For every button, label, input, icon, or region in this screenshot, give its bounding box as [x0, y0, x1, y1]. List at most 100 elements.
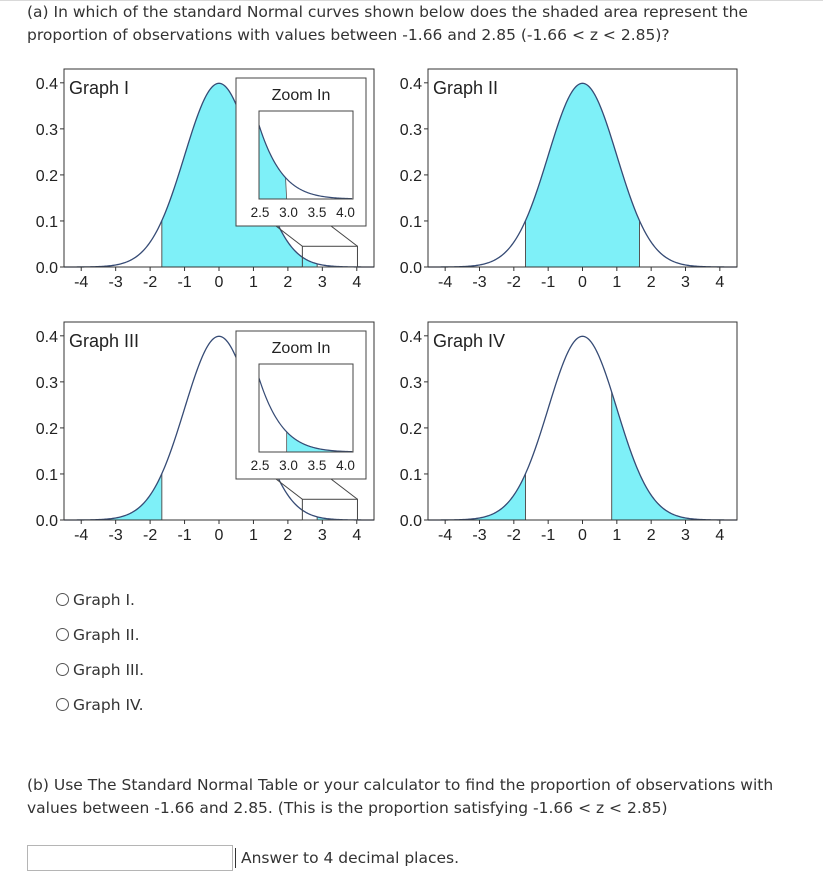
x-tick-label: 2: [647, 274, 656, 291]
zoom-tick-label: 3.5: [308, 205, 327, 220]
graph-panel: 0.0 0.1 0.2 0.3 0.4 -4 -3 -2 -1 0 1 2 3 4 Graph III Zoo…: [36, 321, 375, 544]
x-tick-label: -4: [438, 274, 452, 291]
x-tick-label: 2: [283, 274, 292, 291]
zoom-curve: [258, 377, 352, 453]
plot-frame: [427, 321, 738, 521]
y-tick-label: 0.2: [400, 168, 422, 185]
y-tick-label: 0.3: [400, 375, 422, 392]
graph-title: Graph IV: [433, 331, 505, 351]
y-tick-label: 0.3: [400, 122, 422, 139]
x-tick-label: -1: [541, 527, 555, 544]
y-tick-label: 0.2: [36, 421, 58, 438]
x-tick-label: 2: [647, 527, 656, 544]
question-a: (a) In which of the standard Normal curv…: [27, 3, 748, 44]
graph-panel: 0.0 0.1 0.2 0.3 0.4 -4 -3 -2 -1 0 1 2 3 4 Graph II: [400, 68, 738, 291]
x-tick-label: 3: [681, 527, 690, 544]
option-label: Graph I.: [73, 590, 135, 609]
x-tick-label: 0: [578, 527, 587, 544]
x-tick-label: -2: [143, 527, 157, 544]
top-divider: [0, 0, 823, 1]
x-tick-label: -1: [177, 527, 191, 544]
graph-title: Graph I: [69, 78, 129, 98]
zoom-tick-label: 3.0: [279, 458, 298, 473]
y-tick-label: 0.4: [400, 329, 422, 346]
x-tick-label: -2: [507, 274, 521, 291]
option-label: Graph II.: [73, 625, 140, 644]
normal-curve: [63, 335, 375, 521]
x-tick-label: -1: [541, 274, 555, 291]
y-tick-label: 0.0: [36, 513, 58, 530]
x-tick-label: 2: [283, 527, 292, 544]
radio-button[interactable]: [56, 698, 69, 711]
zoom-tick-label: 2.5: [251, 205, 270, 220]
y-tick-label: 0.1: [400, 214, 422, 231]
zoom-tick-label: 4.0: [336, 205, 355, 220]
normal-curve: [63, 82, 375, 268]
shaded-area: [445, 473, 526, 520]
option-graph-2[interactable]: Graph II.: [56, 617, 144, 652]
zoom-connector: [275, 478, 303, 500]
zoom-plot-frame: [258, 110, 354, 200]
y-tick-label: 0.0: [36, 260, 58, 277]
zoom-tick-label: 2.5: [251, 458, 270, 473]
option-graph-4[interactable]: Graph IV.: [56, 687, 144, 722]
option-label: Graph IV.: [73, 695, 144, 714]
option-label: Graph III.: [73, 660, 145, 679]
x-tick-label: 1: [249, 527, 258, 544]
graph-title: Graph II: [433, 78, 498, 98]
zoom-connector: [330, 478, 358, 500]
zoom-plot-frame: [258, 363, 354, 453]
zoom-tick-label: 3.0: [279, 205, 298, 220]
y-tick-label: 0.0: [400, 513, 422, 530]
zoom-label: Zoom In: [272, 87, 331, 104]
x-tick-label: 3: [681, 274, 690, 291]
x-tick-label: 3: [318, 527, 327, 544]
y-tick-label: 0.4: [36, 76, 58, 93]
graph-panel: 0.0 0.1 0.2 0.3 0.4 -4 -3 -2 -1 0 1 2 3 4 Graph IV: [400, 321, 738, 544]
answer-input[interactable]: [27, 845, 233, 871]
graph-title: Graph III: [69, 331, 139, 351]
x-tick-label: -4: [74, 274, 88, 291]
y-tick-label: 0.0: [400, 260, 422, 277]
zoom-connector: [275, 225, 303, 247]
y-tick-label: 0.4: [36, 329, 58, 346]
radio-button[interactable]: [56, 628, 69, 641]
y-tick-label: 0.1: [400, 467, 422, 484]
x-tick-label: -3: [472, 274, 486, 291]
x-tick-label: 4: [715, 527, 724, 544]
radio-button[interactable]: [56, 593, 69, 606]
zoom-source-box: [301, 245, 358, 268]
zoom-inset-box: [235, 330, 367, 480]
x-tick-label: 1: [612, 527, 621, 544]
x-tick-label: 4: [715, 274, 724, 291]
x-tick-label: 3: [318, 274, 327, 291]
x-tick-label: -4: [74, 527, 88, 544]
x-tick-label: -3: [472, 527, 486, 544]
zoom-source-box: [301, 498, 358, 521]
shaded-area: [525, 83, 640, 267]
y-tick-label: 0.2: [36, 168, 58, 185]
y-tick-label: 0.1: [36, 467, 58, 484]
shaded-area: [611, 391, 720, 520]
x-tick-label: 4: [352, 274, 361, 291]
normal-curve: [427, 82, 738, 268]
y-tick-label: 0.1: [36, 214, 58, 231]
y-tick-label: 0.4: [400, 76, 422, 93]
x-tick-label: 0: [578, 274, 587, 291]
graph-panel: 0.0 0.1 0.2 0.3 0.4 -4 -3 -2 -1 0 1 2 3 4 Graph I Zoom …: [36, 68, 375, 291]
zoom-tick-label: 3.5: [308, 458, 327, 473]
radio-button[interactable]: [56, 663, 69, 676]
y-tick-label: 0.3: [36, 122, 58, 139]
zoom-curve: [258, 124, 352, 200]
x-tick-label: -3: [109, 274, 123, 291]
x-tick-label: 1: [249, 274, 258, 291]
x-tick-label: -4: [438, 527, 452, 544]
option-graph-3[interactable]: Graph III.: [56, 652, 144, 687]
x-tick-label: 0: [215, 274, 224, 291]
question-b: (b) Use The Standard Normal Table or you…: [27, 776, 774, 817]
zoom-connector: [330, 225, 358, 247]
x-tick-label: -1: [177, 274, 191, 291]
normal-curve: [427, 335, 738, 521]
option-graph-1[interactable]: Graph I.: [56, 582, 144, 617]
zoom-label: Zoom In: [272, 340, 331, 357]
